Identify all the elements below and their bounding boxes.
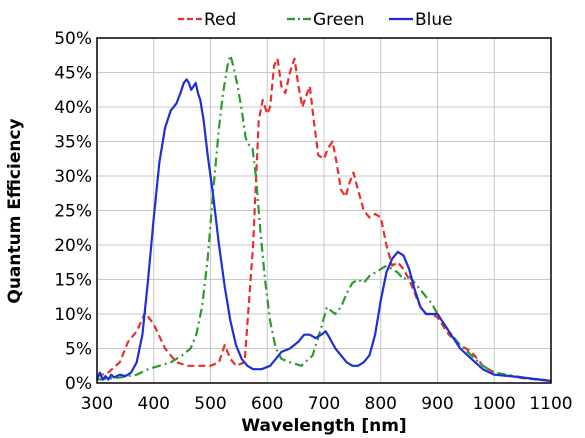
x-tick-label: 800: [365, 394, 397, 414]
series-line-red: [96, 57, 552, 382]
y-tick-label: 30%: [54, 167, 92, 187]
x-tick-label: 1100: [529, 394, 572, 414]
y-tick-label: 20%: [54, 236, 92, 256]
y-axis-title: Quantum Efficiency: [5, 118, 25, 303]
y-tick-label: 5%: [65, 340, 92, 360]
x-tick-label: 300: [81, 394, 113, 414]
x-axis-title: Wavelength [nm]: [241, 416, 406, 436]
series-lines: [95, 54, 552, 382]
x-tick-label: 1000: [473, 394, 516, 414]
y-tick-label: 50%: [54, 29, 92, 49]
x-tick-label: 700: [308, 394, 340, 414]
x-tick-label: 500: [194, 394, 226, 414]
legend: Red Green Blue: [178, 10, 453, 30]
y-tick-label: 45%: [54, 64, 92, 84]
y-tick-label: 25%: [54, 202, 92, 222]
series-line-blue: [95, 78, 552, 382]
x-tick-label: 900: [421, 394, 453, 414]
y-tick-label: 35%: [54, 133, 92, 153]
series-line-green: [96, 54, 552, 382]
legend-label-blue: Blue: [415, 10, 453, 30]
y-tick-label: 40%: [54, 98, 92, 118]
x-tick-labels: 300 400 500 600 700 800 900 1000 1100: [81, 394, 573, 414]
legend-label-green: Green: [313, 10, 364, 30]
x-tick-label: 400: [138, 394, 170, 414]
grid: [96, 37, 552, 384]
y-tick-labels: 0% 5% 10% 15% 20% 25% 30% 35% 40% 45% 50%: [54, 29, 92, 394]
y-tick-label: 10%: [54, 305, 92, 325]
y-tick-label: 15%: [54, 271, 92, 291]
plot-frame: [96, 37, 552, 384]
x-tick-label: 600: [251, 394, 283, 414]
y-tick-label: 0%: [65, 374, 92, 394]
legend-label-red: Red: [204, 10, 236, 30]
